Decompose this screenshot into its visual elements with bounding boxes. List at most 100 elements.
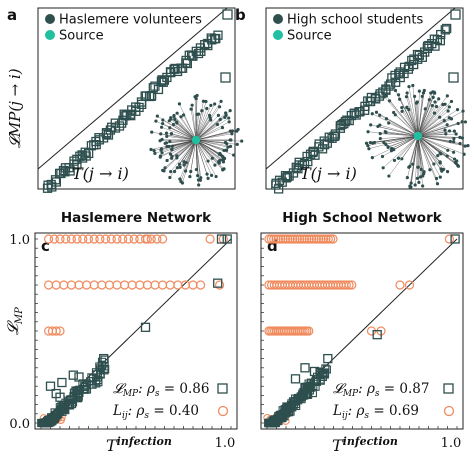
network-node: [455, 159, 459, 163]
network-edge: [388, 135, 419, 177]
network-edge: [176, 139, 197, 159]
data-square: [216, 234, 227, 244]
network-edge: [195, 101, 204, 141]
network-node: [413, 94, 417, 98]
data-square: [414, 50, 424, 60]
network-edge: [417, 109, 458, 137]
network-node: [197, 183, 201, 187]
data-circle: [316, 234, 326, 244]
network-node: [460, 136, 465, 140]
network-node: [230, 132, 234, 136]
network-node: [458, 141, 462, 146]
network-node: [447, 116, 451, 120]
network-node: [173, 117, 177, 121]
network-node: [447, 105, 451, 109]
network-node: [182, 113, 186, 117]
network-edge: [417, 135, 448, 157]
panel-label: c: [41, 237, 50, 255]
data-circle: [404, 280, 415, 290]
data-square: [282, 405, 292, 414]
network-edge: [171, 139, 197, 157]
network-edge: [417, 106, 450, 137]
network-node: [178, 165, 182, 169]
network-node: [387, 99, 392, 103]
network-edge: [180, 116, 197, 141]
network-edge: [195, 139, 238, 145]
data-square: [148, 83, 158, 93]
data-square: [211, 33, 221, 44]
data-circle: [152, 234, 162, 244]
network-inset: [364, 83, 470, 190]
network-node: [407, 85, 411, 89]
data-square: [330, 131, 340, 141]
data-square: [435, 36, 445, 46]
network-node: [366, 130, 370, 134]
network-node: [423, 107, 427, 111]
network-node: [152, 149, 156, 153]
network-edge: [388, 135, 419, 148]
network-edge: [170, 117, 197, 141]
network-node: [400, 109, 404, 113]
data-circle: [318, 234, 329, 244]
network-node: [159, 132, 163, 136]
network-node: [367, 147, 371, 151]
series-lmp: [264, 234, 460, 428]
network-node: [169, 170, 173, 174]
data-square: [316, 375, 325, 384]
network-node: [208, 116, 212, 120]
network-edge: [195, 139, 227, 151]
network-edge: [417, 135, 442, 172]
network-node: [168, 139, 172, 144]
network-edge: [417, 135, 448, 172]
network-node: [172, 169, 177, 174]
network-node: [380, 154, 385, 159]
network-node: [428, 168, 432, 172]
network-edge: [173, 124, 197, 141]
network-edge: [174, 119, 197, 141]
network-edge: [195, 112, 226, 141]
network-node: [218, 158, 222, 163]
data-square: [66, 400, 75, 409]
network-node: [384, 130, 388, 135]
network-node: [164, 131, 169, 135]
data-circle: [299, 234, 310, 244]
network-edge: [195, 103, 215, 141]
data-square: [430, 41, 440, 51]
network-node: [154, 119, 158, 123]
network-node: [227, 120, 231, 124]
data-circle: [127, 280, 137, 290]
network-edge: [368, 131, 419, 137]
network-edge: [408, 109, 419, 137]
x-axis-label: Tinfection: [106, 435, 172, 455]
network-node: [189, 107, 193, 111]
network-edge: [417, 135, 423, 186]
network-edge: [195, 114, 198, 141]
data-square: [69, 159, 79, 169]
network-edge: [380, 135, 419, 139]
network-node: [235, 142, 239, 146]
network-node: [445, 123, 449, 127]
data-circle: [266, 234, 276, 244]
data-square: [372, 330, 382, 340]
data-square: [222, 9, 233, 20]
data-circle: [43, 234, 54, 244]
network-edge: [394, 135, 419, 161]
network-edge: [195, 139, 225, 151]
network-node: [155, 114, 159, 118]
data-square: [81, 151, 91, 161]
data-square: [99, 353, 109, 364]
network-edge: [386, 95, 419, 137]
data-square: [65, 401, 74, 410]
axes-frame: [265, 7, 464, 190]
network-node: [227, 116, 231, 120]
network-node: [462, 152, 466, 156]
network-edge: [160, 139, 197, 141]
data-circle: [97, 280, 107, 290]
data-square: [300, 363, 310, 373]
network-node: [431, 95, 435, 99]
network-node: [421, 184, 425, 188]
network-edge: [195, 139, 225, 159]
network-edge: [195, 121, 230, 141]
data-square: [134, 102, 144, 113]
